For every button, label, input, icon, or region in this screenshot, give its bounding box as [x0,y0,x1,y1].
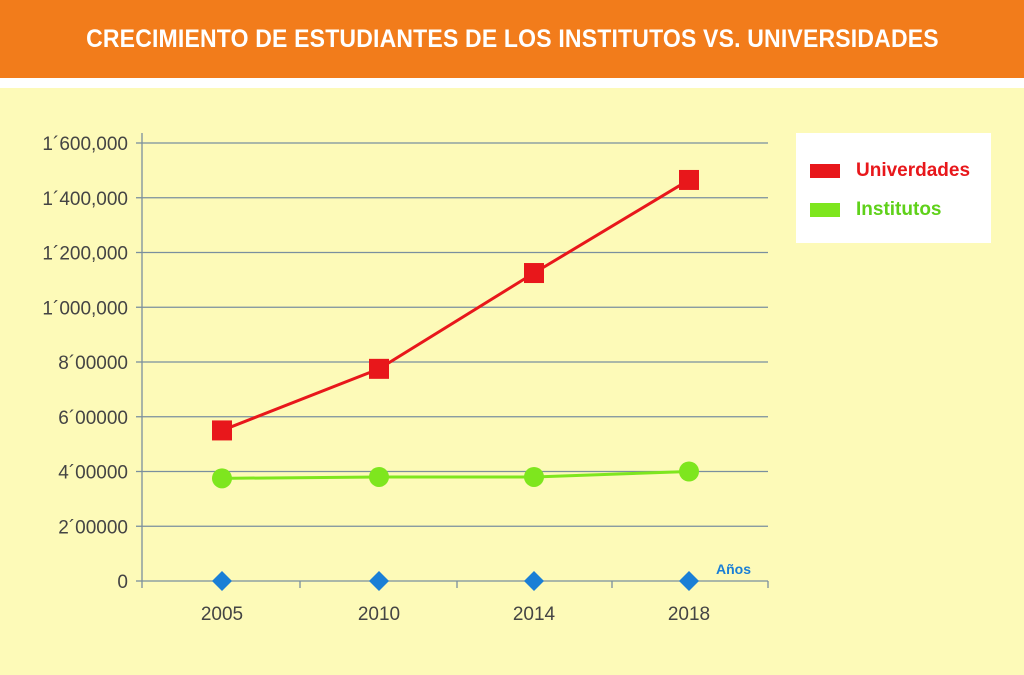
point-0-2005 [212,420,232,441]
chart-title: CRECIMIENTO DE ESTUDIANTES DE LOS INSTIT… [85,24,939,53]
data-markers [212,169,699,591]
point-2-2014 [524,571,544,591]
xtick-label-2005: 2005 [201,604,243,625]
xtick-label-2010: 2010 [358,604,400,625]
title-bar: CRECIMIENTO DE ESTUDIANTES DE LOS INSTIT… [0,0,1024,78]
legend-item-institutos: Institutos [810,199,942,221]
ytick-label-1: 2´00000 [58,517,128,538]
legend-swatch-universidades [810,164,840,178]
ytick-label-8: 1´600,000 [42,134,128,155]
point-1-2014 [524,466,544,487]
grid-lines [142,142,768,582]
point-1-2010 [369,466,389,487]
point-2-2010 [369,571,389,591]
point-0-2010 [369,358,389,379]
point-0-2014 [524,263,544,284]
tick-labels: 0 2´00000 4´00000 6´00000 8´00000 1´000,000 1´… [42,134,751,625]
legend-label-institutos: Institutos [856,199,942,220]
ytick-label-2: 4´00000 [58,463,128,484]
point-1-2018 [679,461,699,482]
point-0-2018 [679,169,699,190]
point-1-2005 [212,468,232,489]
series-line-1 [221,470,690,480]
ytick-label-5: 1´000,000 [42,298,128,319]
ytick-label-6: 1´200,000 [42,244,128,265]
series-lines [221,178,690,480]
series-line-0 [221,178,690,432]
ytick-label-3: 6´00000 [58,408,128,429]
legend-label-universidades: Univerdades [856,160,971,181]
title-divider [0,78,1024,88]
x-axis-title: Años [716,561,751,577]
point-2-2005 [212,571,232,591]
ytick-label-0: 0 [117,572,128,593]
ytick-label-4: 8´00000 [58,353,128,374]
xtick-label-2018: 2018 [668,604,710,625]
axes [136,133,769,588]
legend: Univerdades Institutos [796,133,991,243]
ytick-label-7: 1´400,000 [42,189,128,210]
legend-swatch-institutos [810,203,840,217]
legend-item-universidades: Univerdades [810,160,970,182]
xtick-label-2014: 2014 [513,604,556,625]
point-2-2018 [679,571,699,591]
